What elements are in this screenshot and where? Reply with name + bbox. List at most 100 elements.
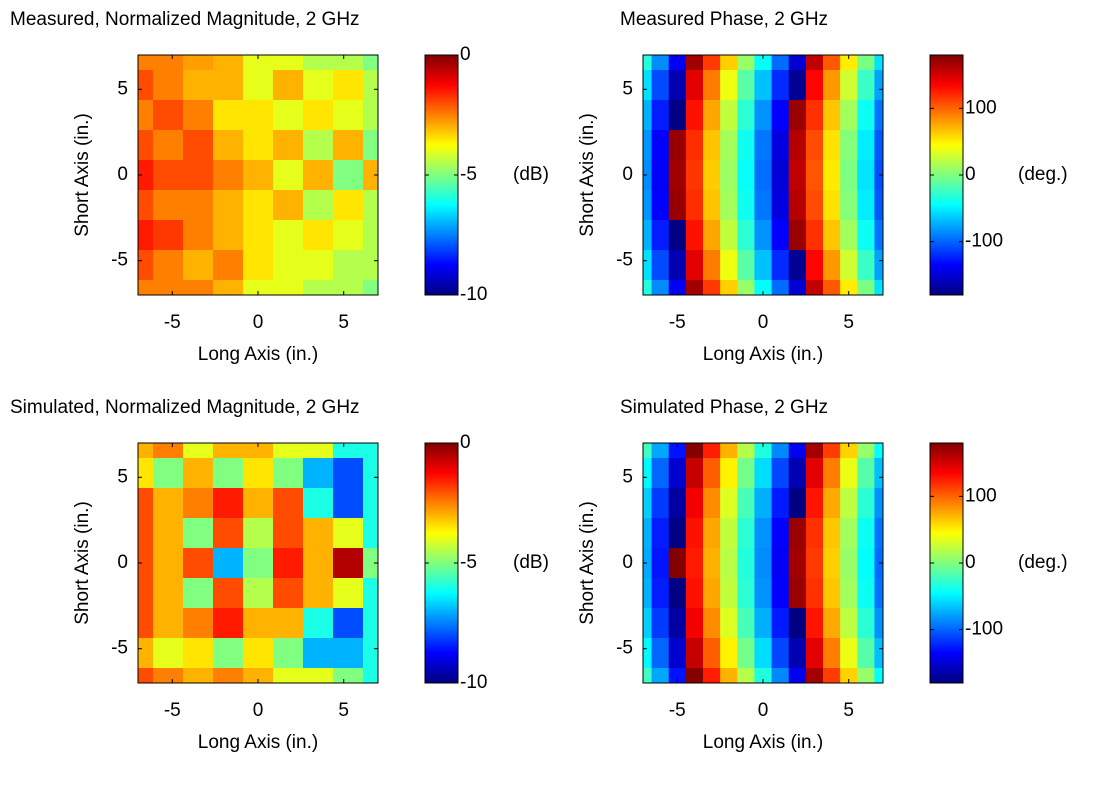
subplot: -5 0 5 -5 0 5 Measured, Normalized Magnitude, … (10, 9, 549, 365)
heatmap-cell (823, 578, 841, 609)
heatmap-cell (754, 100, 773, 131)
heatmap-cell (643, 578, 653, 609)
colorbar-tick-label: -100 (965, 231, 1003, 252)
heatmap-cell (668, 548, 687, 579)
heatmap-cell (651, 250, 670, 281)
heatmap-cell (685, 100, 704, 131)
heatmap-cell (874, 250, 883, 281)
heatmap-cell (874, 638, 883, 669)
heatmap-cell (668, 220, 687, 251)
heatmap-cell (303, 608, 334, 639)
x-tick-label: -5 (164, 312, 181, 333)
heatmap-cell (754, 55, 773, 71)
heatmap-cell (651, 638, 670, 669)
heatmap-cell (771, 458, 790, 489)
heatmap-cell (213, 578, 244, 609)
heatmap-cell (754, 548, 773, 579)
heatmap-cell (857, 638, 876, 669)
heatmap-cell (685, 488, 704, 519)
subplot: -5 0 5 -5 0 5 Simulated, Normalized Magnitude,… (10, 397, 549, 753)
heatmap-cell (805, 70, 824, 101)
heatmap-cell (703, 55, 721, 71)
heatmap-cell (363, 130, 378, 161)
heatmap-cell (303, 638, 334, 669)
heatmap-cell (213, 70, 244, 101)
heatmap-cell (363, 55, 378, 71)
heatmap-cell (874, 488, 883, 519)
heatmap-cell (840, 518, 858, 549)
x-tick-label: -5 (164, 700, 181, 721)
colorbar-label: (dB) (513, 552, 549, 573)
heatmap-cell (823, 130, 841, 161)
subplot: -5 0 5 -5 0 5 Measured Phase, 2 GHz Long Axis (… (577, 9, 1068, 365)
heatmap-cell (737, 250, 756, 281)
heatmap-cell (273, 443, 304, 459)
heatmap-cells (643, 443, 883, 683)
heatmap-cell (153, 443, 184, 459)
heatmap-cell (857, 55, 876, 71)
heatmap-cell (333, 70, 364, 101)
colorbar-tick-label: 100 (965, 97, 997, 118)
heatmap-cell (138, 130, 154, 161)
heatmap-cell (213, 668, 244, 683)
y-tick-label: -5 (111, 638, 128, 659)
heatmap-cell (737, 638, 756, 669)
heatmap-cell (243, 280, 274, 295)
heatmap-cell (243, 608, 274, 639)
heatmap-cell (651, 578, 670, 609)
heatmap-cell (823, 280, 841, 295)
heatmap-cell (720, 280, 738, 295)
heatmap-cell (737, 55, 756, 71)
heatmap-cell (857, 518, 876, 549)
heatmap-cell (303, 668, 334, 683)
heatmap-cell (273, 190, 304, 221)
y-axis-label: Short Axis (in.) (72, 113, 93, 237)
heatmap-cell (333, 443, 364, 459)
heatmap-cell (805, 578, 824, 609)
subplot-title: Simulated Phase, 2 GHz (620, 397, 828, 418)
heatmap-cell (771, 548, 790, 579)
heatmap-cell (720, 548, 738, 579)
heatmap-cell (183, 488, 214, 519)
heatmap-cell (138, 638, 154, 669)
heatmap-cell (183, 458, 214, 489)
heatmap-cell (243, 638, 274, 669)
heatmap-cell (183, 578, 214, 609)
y-axis-label: Short Axis (in.) (72, 501, 93, 625)
heatmap-cell (703, 638, 721, 669)
heatmap-cell (788, 250, 807, 281)
heatmap-cell (138, 443, 154, 459)
heatmap-cell (243, 458, 274, 489)
heatmap-cell (243, 70, 274, 101)
heatmap-cell (805, 638, 824, 669)
heatmap-cell (153, 578, 184, 609)
heatmap-cell (823, 443, 841, 459)
heatmap-cell (703, 160, 721, 191)
heatmap-cell (363, 100, 378, 131)
heatmap-cell (333, 608, 364, 639)
heatmap-cell (213, 100, 244, 131)
heatmap-cell (183, 190, 214, 221)
heatmap-cell (805, 190, 824, 221)
heatmap-cell (138, 608, 154, 639)
y-tick-label: 5 (117, 466, 128, 487)
heatmap-cell (138, 668, 154, 683)
heatmap-cell (754, 578, 773, 609)
y-tick-label: 0 (117, 164, 128, 185)
x-tick-label: -5 (669, 312, 686, 333)
x-axis-label: Long Axis (in.) (703, 344, 823, 365)
heatmap-cell (703, 190, 721, 221)
heatmap-cell (153, 190, 184, 221)
heatmap-cell (643, 638, 653, 669)
heatmap-cell (363, 280, 378, 295)
heatmap-cell (363, 458, 378, 489)
heatmap-cell (213, 638, 244, 669)
heatmap-cell (643, 130, 653, 161)
y-tick-label: 0 (622, 552, 633, 573)
heatmap-cell (213, 130, 244, 161)
heatmap-cell (823, 190, 841, 221)
heatmap-cell (333, 220, 364, 251)
y-tick-label: -5 (616, 250, 633, 271)
heatmap-cell (651, 488, 670, 519)
